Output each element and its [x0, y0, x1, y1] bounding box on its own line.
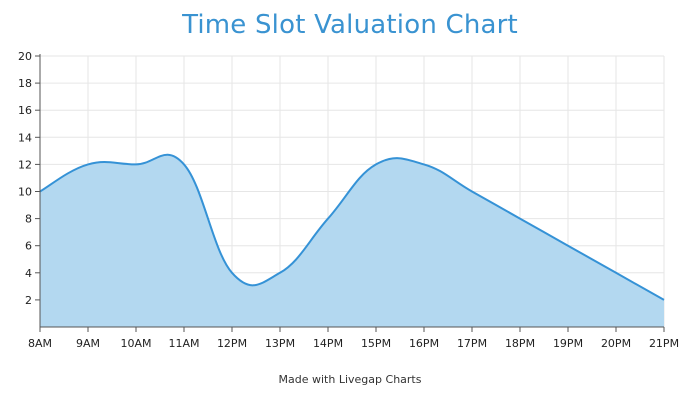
- y-tick-labels: 2 4 6 8 10 12 14 16 18 20: [18, 50, 32, 307]
- y-tick-label: 12: [18, 158, 32, 171]
- y-tick-label: 2: [25, 294, 32, 307]
- x-tick-label: 20PM: [601, 337, 631, 350]
- footer-credit: Made with Livegap Charts: [278, 373, 422, 386]
- x-tick-label: 13PM: [265, 337, 295, 350]
- chart-title: Time Slot Valuation Chart: [182, 10, 518, 40]
- y-tick-label: 16: [18, 104, 32, 117]
- y-tick-label: 4: [25, 267, 32, 280]
- x-tick-label: 14PM: [313, 337, 343, 350]
- x-tick-label: 19PM: [553, 337, 583, 350]
- y-tick-label: 14: [18, 131, 32, 144]
- area-fill: [40, 154, 664, 327]
- x-tick-label: 15PM: [361, 337, 391, 350]
- y-tick-label: 8: [25, 213, 32, 226]
- x-tick-label: 12PM: [217, 337, 247, 350]
- plot-area: [39, 153, 665, 327]
- x-tick-label: 9AM: [76, 337, 100, 350]
- x-tick-label: 17PM: [457, 337, 487, 350]
- x-tick-label: 10AM: [120, 337, 151, 350]
- x-tick-label: 21PM: [649, 337, 679, 350]
- y-tick-label: 20: [18, 50, 32, 63]
- y-tick-label: 10: [18, 186, 32, 199]
- x-tick-label: 16PM: [409, 337, 439, 350]
- y-tick-label: 6: [25, 240, 32, 253]
- x-tick-labels: 8AM 9AM 10AM 11AM 12PM 13PM 14PM 15PM 16PM 17PM 18…: [28, 337, 679, 350]
- x-tick-label: 18PM: [505, 337, 535, 350]
- axes: [35, 54, 665, 332]
- x-tick-label: 8AM: [28, 337, 52, 350]
- y-tick-label: 18: [18, 77, 32, 90]
- series-line: [39, 153, 665, 301]
- x-tick-label: 11AM: [168, 337, 199, 350]
